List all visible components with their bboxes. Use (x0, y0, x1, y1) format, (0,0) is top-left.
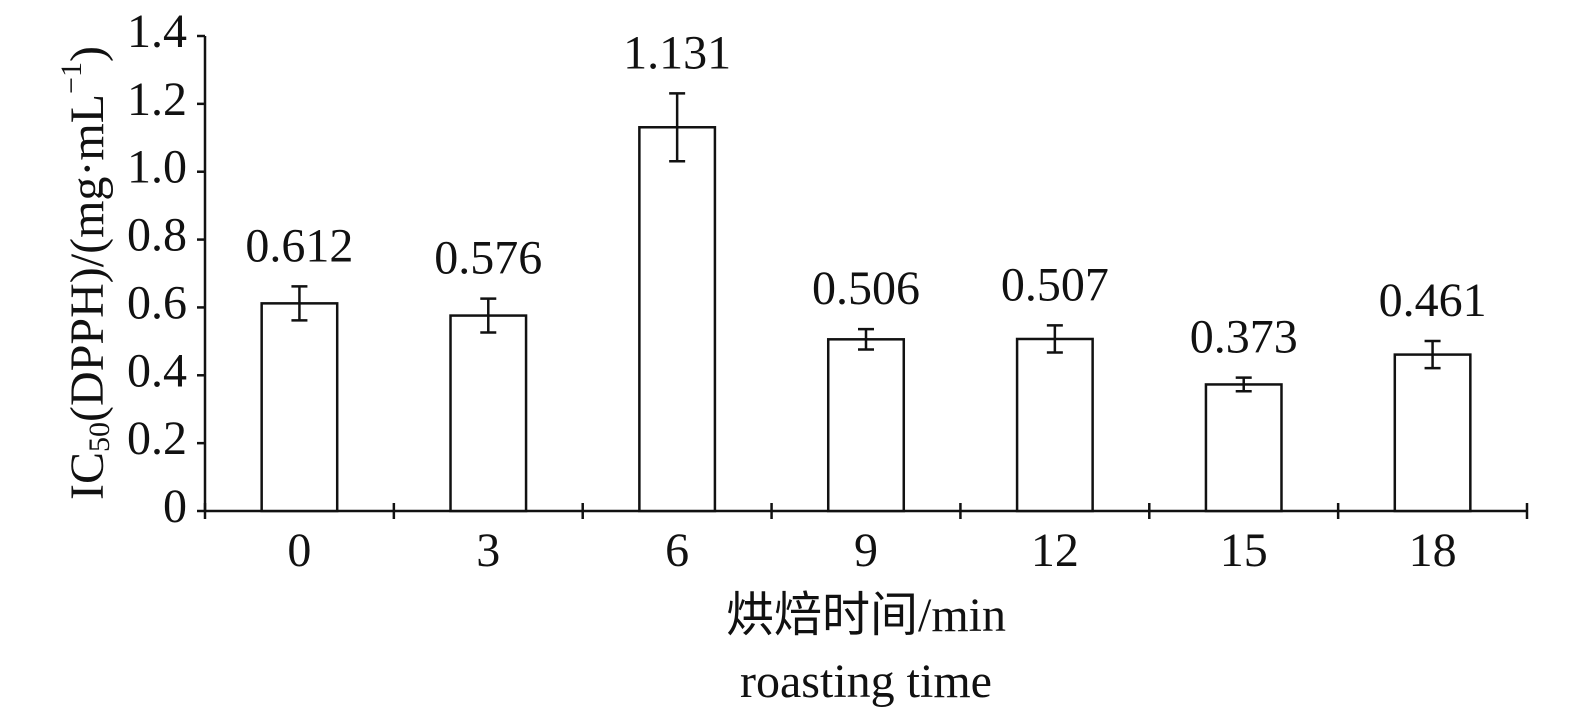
x-tick-label: 15 (1220, 524, 1268, 577)
y-label-end: ) (61, 46, 114, 62)
bar (449, 314, 528, 513)
x-tick-label: 9 (854, 524, 878, 577)
y-label-sub: 50 (83, 422, 116, 452)
y-label-sup: −1 (55, 62, 88, 94)
y-label-main: IC (61, 452, 114, 500)
value-label: 0.507 (1001, 258, 1109, 311)
x-tick-label: 6 (665, 524, 689, 577)
y-tick-label: 0.2 (127, 412, 187, 465)
y-tick-label: 0.4 (127, 344, 187, 397)
x-tick-label: 18 (1409, 524, 1457, 577)
bar (1393, 353, 1472, 513)
y-tick-label: 1.4 (127, 5, 187, 58)
x-axis-label: 烘焙时间/min (726, 589, 1006, 642)
y-tick-label: 0 (163, 480, 187, 533)
x-tick-label: 12 (1031, 524, 1079, 577)
error-bar (669, 92, 686, 163)
error-bar (291, 285, 308, 322)
bar (826, 338, 906, 513)
x-tick-label: 3 (476, 524, 500, 577)
bar (1015, 337, 1094, 513)
y-tick-label: 1.0 (127, 141, 187, 194)
y-tick-label: 0.8 (127, 209, 187, 262)
y-tick-label: 1.2 (127, 73, 187, 126)
value-label: 0.506 (812, 262, 920, 315)
value-label: 0.612 (245, 219, 353, 272)
value-label: 0.576 (434, 232, 542, 285)
error-bar (858, 327, 874, 351)
bar (1204, 383, 1283, 513)
x-tick-label: 0 (287, 524, 311, 577)
error-bar (1235, 376, 1252, 393)
y-axis-label: IC50(DPPH)/(mg·mL−1) (55, 46, 116, 500)
error-bar (480, 297, 497, 334)
value-label: 0.461 (1379, 274, 1487, 327)
error-bar (1046, 324, 1063, 354)
bar (638, 126, 717, 513)
x-axis-label: roasting time (740, 655, 992, 708)
y-label-rest: (DPPH)/(mg·mL (61, 94, 114, 422)
y-tick-label: 0.6 (127, 276, 187, 329)
error-bar (1424, 339, 1441, 370)
bar (260, 302, 339, 513)
value-label: 0.373 (1190, 311, 1298, 364)
value-label: 1.131 (623, 26, 731, 79)
